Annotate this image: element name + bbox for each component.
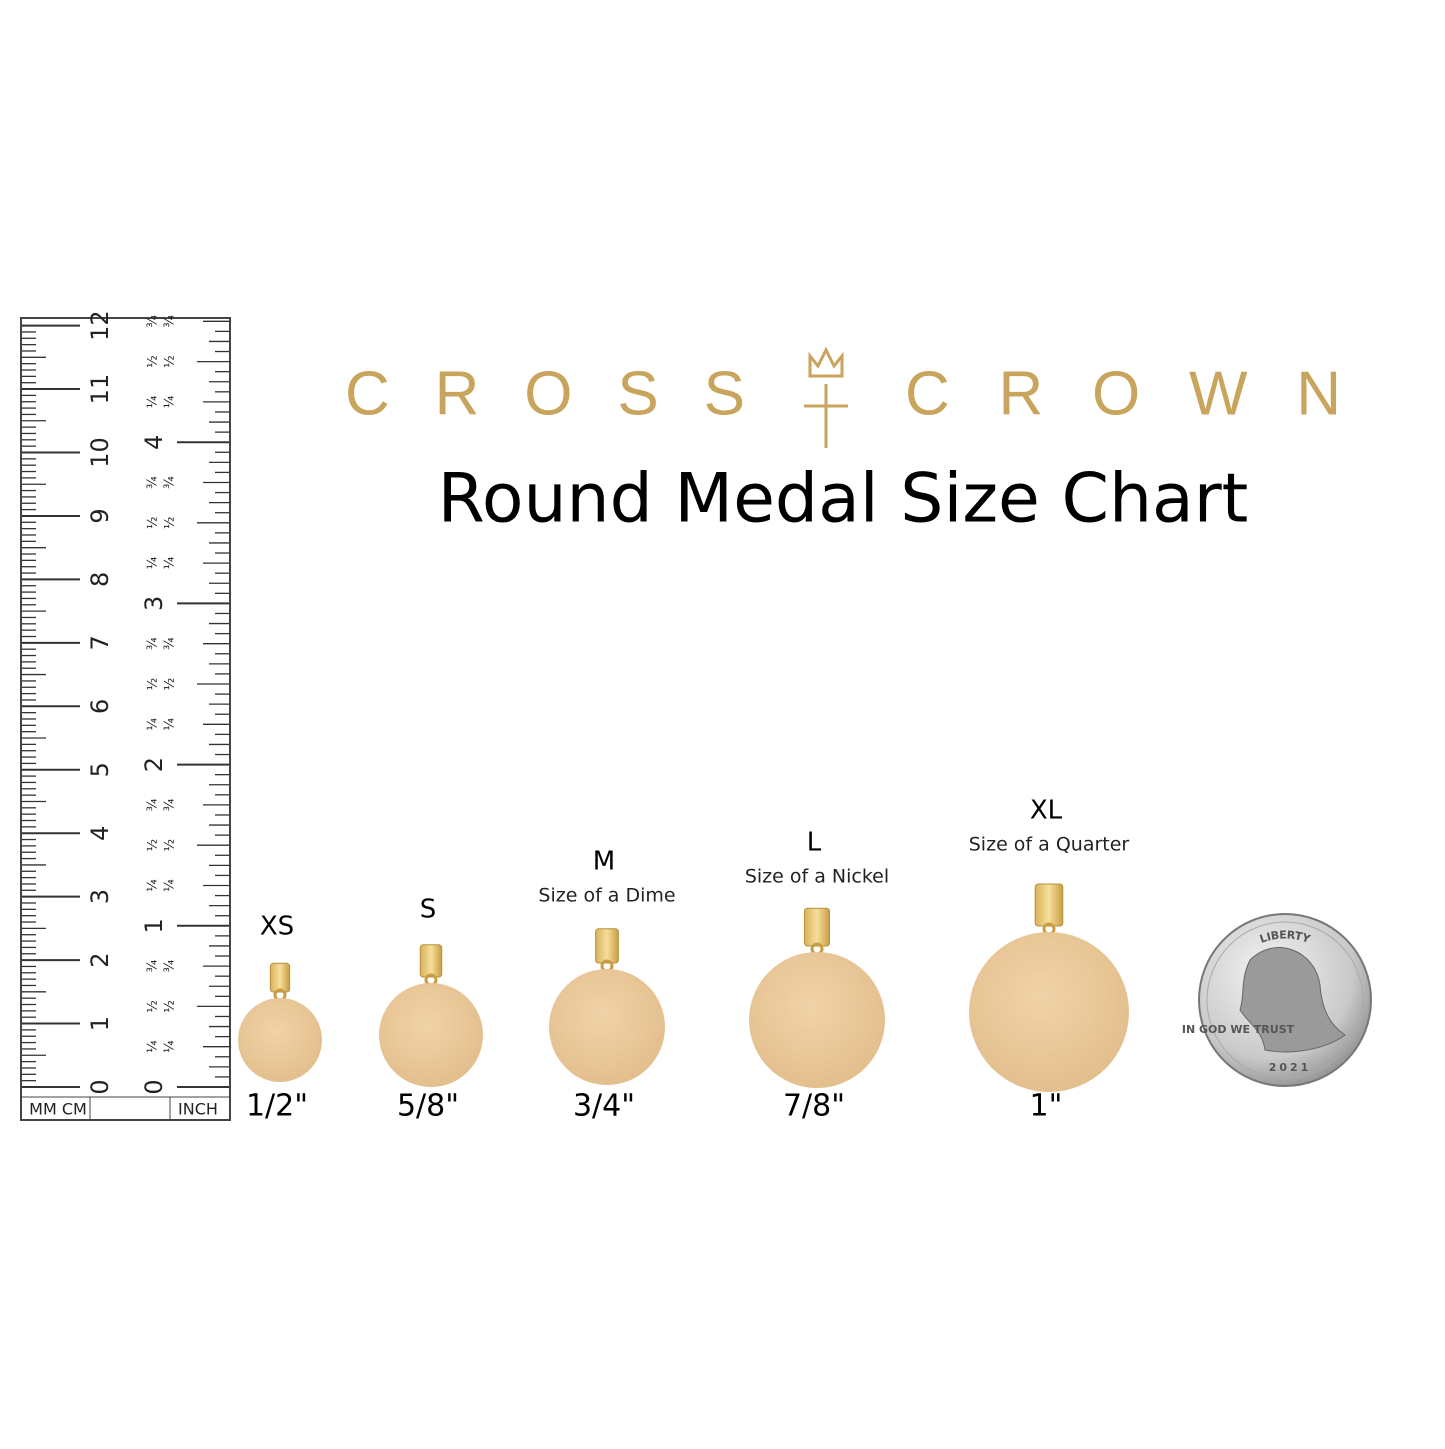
size-label: XS (260, 912, 294, 942)
coin-year: 2021 (1269, 1061, 1312, 1074)
dimension-label: 7/8" (783, 1089, 845, 1124)
fraction-label: ¼ (163, 718, 178, 731)
dimension-label: 3/4" (573, 1089, 635, 1124)
fraction-label: ¾ (146, 959, 161, 972)
fraction-label: ½ (146, 1000, 161, 1013)
fraction-label: ¼ (146, 718, 161, 731)
size-note: Size of a Nickel (745, 866, 889, 888)
cm-label: 11 (86, 374, 114, 405)
fraction-label: ¼ (163, 556, 178, 569)
cm-label: 8 (86, 572, 114, 587)
inch-label: 4 (140, 435, 168, 450)
cm-label: 2 (86, 952, 114, 967)
coin-motto: IN GOD WE TRUST (1182, 1023, 1295, 1036)
fraction-label: ¾ (163, 476, 178, 489)
cm-label: 1 (86, 1016, 114, 1031)
fraction-label: ½ (146, 516, 161, 529)
brand-icon (804, 346, 848, 448)
size-label: M (593, 847, 615, 877)
fraction-label: ¼ (146, 1040, 161, 1053)
size-label: L (807, 828, 822, 858)
medal (238, 998, 322, 1082)
unit-left: MM CM (29, 1100, 87, 1119)
bail (269, 962, 291, 993)
size-label: XL (1030, 796, 1063, 826)
bail (804, 907, 830, 947)
fraction-label: ¾ (146, 315, 161, 328)
inch-label: 0 (140, 1079, 168, 1094)
cm-label: 4 (86, 826, 114, 841)
cm-label: 3 (86, 889, 114, 904)
fraction-label: ½ (146, 355, 161, 368)
cm-label: 5 (86, 762, 114, 777)
fraction-label: ¾ (163, 959, 178, 972)
fraction-label: ¼ (146, 395, 161, 408)
medal (969, 932, 1129, 1092)
cm-label: 6 (86, 699, 114, 714)
size-note: Size of a Dime (538, 885, 675, 907)
bail (595, 928, 619, 964)
fraction-label: ¾ (146, 637, 161, 650)
brand-right: CROWN (905, 359, 1341, 428)
cm-label: 9 (86, 508, 114, 523)
dimension-label: 5/8" (397, 1089, 459, 1124)
medal (549, 969, 665, 1085)
fraction-label: ¼ (146, 556, 161, 569)
size-label: S (420, 895, 437, 925)
fraction-label: ½ (163, 678, 178, 691)
cm-label: 10 (86, 437, 114, 468)
quarter-coin: LIBERTY IN GOD WE TRUST 2021 (1182, 913, 1372, 1087)
cm-label: 7 (86, 635, 114, 650)
coin-liberty-text: LIBERTY (1258, 928, 1313, 946)
fraction-label: ½ (163, 355, 178, 368)
fraction-label: ¾ (163, 798, 178, 811)
unit-right: INCH (178, 1100, 218, 1119)
inch-label: 1 (140, 918, 168, 933)
fraction-label: ½ (146, 678, 161, 691)
fraction-label: ¾ (146, 798, 161, 811)
fraction-label: ½ (146, 839, 161, 852)
size-note: Size of a Quarter (969, 834, 1130, 856)
fraction-label: ¼ (163, 1040, 178, 1053)
chart-title: Round Medal Size Chart (438, 460, 1249, 539)
fraction-label: ½ (163, 516, 178, 529)
fraction-label: ¾ (163, 637, 178, 650)
ruler: 01234567891011120¼¼½½¾¾1¼¼½½¾¾2¼¼½½¾¾3¼¼… (20, 310, 231, 1121)
medal (379, 983, 483, 1087)
fraction-label: ¾ (163, 315, 178, 328)
fraction-label: ¼ (163, 395, 178, 408)
fraction-label: ¼ (146, 879, 161, 892)
cm-label: 0 (86, 1079, 114, 1094)
coin-liberty: LIBERTY (1258, 928, 1313, 946)
inch-label: 3 (140, 596, 168, 611)
bail (1034, 883, 1064, 927)
dimension-label: 1" (1030, 1089, 1063, 1124)
dimension-label: 1/2" (246, 1089, 308, 1124)
brand-left: CROSS (345, 359, 745, 428)
fraction-label: ½ (163, 1000, 178, 1013)
inch-label: 2 (140, 757, 168, 772)
bail (419, 944, 443, 978)
fraction-label: ½ (163, 839, 178, 852)
cm-label: 12 (86, 310, 114, 341)
fraction-label: ¼ (163, 879, 178, 892)
medal (749, 952, 885, 1088)
fraction-label: ¾ (146, 476, 161, 489)
